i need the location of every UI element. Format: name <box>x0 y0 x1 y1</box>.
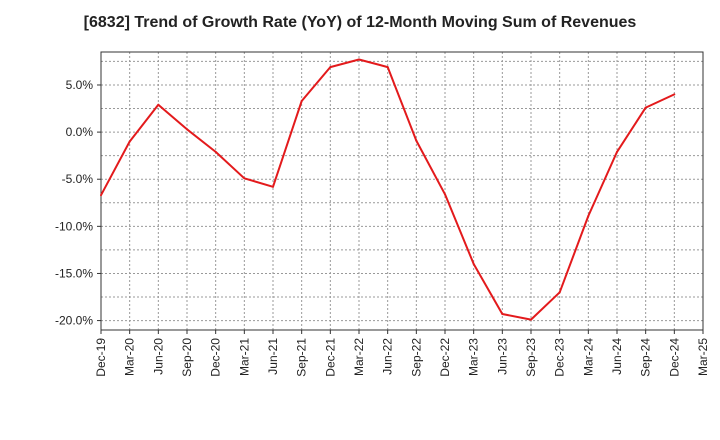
x-tick-label: Dec-24 <box>667 338 681 377</box>
data-point <box>386 66 389 69</box>
x-tick-label: Sep-20 <box>180 338 194 377</box>
y-tick-label: -15.0% <box>55 266 93 280</box>
y-tick-label: 5.0% <box>66 78 94 92</box>
series-layer <box>100 58 676 321</box>
grid-lines <box>101 52 703 330</box>
x-tick-label: Jun-24 <box>610 338 624 375</box>
y-tick-label: -20.0% <box>55 314 93 328</box>
x-tick-label: Jun-20 <box>151 338 165 375</box>
x-tick-label: Dec-22 <box>438 338 452 377</box>
chart-title: [6832] Trend of Growth Rate (YoY) of 12-… <box>83 14 637 31</box>
x-tick-label: Dec-23 <box>553 338 567 377</box>
data-point <box>444 193 446 196</box>
x-tick-label: Mar-20 <box>123 338 137 376</box>
data-point <box>616 150 618 153</box>
y-tick-label: -10.0% <box>55 219 93 233</box>
x-tick-label: Mar-23 <box>467 338 481 376</box>
x-tick-label: Dec-19 <box>94 338 108 377</box>
x-tick-label: Jun-21 <box>266 338 280 375</box>
data-point <box>415 139 418 142</box>
data-point <box>300 100 303 103</box>
data-point <box>587 214 590 217</box>
x-tick-label: Sep-24 <box>639 338 653 377</box>
x-tick-label: Sep-23 <box>524 338 538 377</box>
data-point <box>558 291 561 294</box>
x-tick-label: Mar-25 <box>696 338 710 376</box>
x-tick-label: Dec-21 <box>323 338 337 377</box>
x-tick-label: Jun-22 <box>381 338 395 375</box>
y-axis-ticks: 5.0% 0.0% -5.0% -10.0% -15.0% -20.0% <box>55 78 101 328</box>
x-tick-label: Mar-21 <box>237 338 251 376</box>
x-tick-label: Mar-24 <box>581 338 595 376</box>
x-tick-label: Jun-23 <box>495 338 509 375</box>
data-point <box>530 318 532 321</box>
data-point <box>329 66 332 69</box>
x-tick-label: Sep-22 <box>409 338 423 377</box>
data-point <box>186 128 188 131</box>
x-tick-label: Mar-22 <box>352 338 366 376</box>
y-tick-label: 0.0% <box>66 125 94 139</box>
y-tick-label: -5.0% <box>62 172 94 186</box>
data-point <box>100 194 102 197</box>
data-point <box>472 263 475 266</box>
data-point <box>501 312 504 315</box>
data-point <box>214 150 217 153</box>
plot-area <box>100 51 704 331</box>
data-point <box>128 140 131 143</box>
x-tick-label: Sep-21 <box>295 338 309 377</box>
x-tick-label: Dec-20 <box>209 338 223 377</box>
data-point <box>673 93 676 96</box>
data-point <box>243 177 246 180</box>
x-axis-ticks: Dec-19 Mar-20 Jun-20 Sep-20 Dec-20 Mar-21 Jun-… <box>94 330 710 377</box>
data-point <box>272 185 274 188</box>
data-point <box>644 106 647 109</box>
data-point <box>157 103 160 106</box>
data-point <box>358 58 360 61</box>
